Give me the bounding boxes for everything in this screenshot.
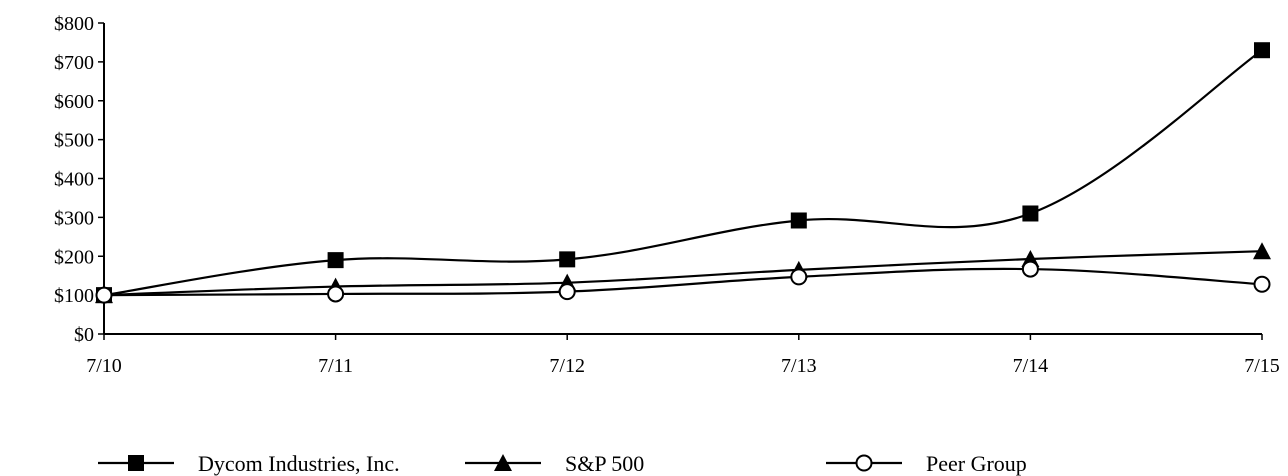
data-point-series-1 [1253, 242, 1271, 260]
legend-marker-0 [128, 455, 144, 471]
legend-label: Dycom Industries, Inc. [198, 451, 400, 476]
series-line-1 [103, 250, 1263, 297]
data-point-series-0 [559, 251, 576, 268]
data-point-series-2 [1021, 260, 1039, 278]
data-point-series-2 [1253, 275, 1271, 293]
y-tick-label: $600 [54, 91, 94, 113]
data-point-series-2 [95, 286, 113, 304]
y-tick-label: $0 [74, 324, 94, 346]
x-tick-label: 7/13 [781, 355, 817, 377]
data-point-series-0 [790, 212, 807, 229]
legend-marker-2 [855, 454, 873, 472]
data-point-series-2 [790, 268, 808, 286]
y-tick-label: $500 [54, 130, 94, 152]
x-tick-label: 7/11 [318, 355, 353, 377]
data-point-series-2 [327, 285, 345, 303]
x-tick-label: 7/12 [549, 355, 585, 377]
data-point-series-2 [558, 283, 576, 301]
legend-label: S&P 500 [565, 451, 644, 476]
legend-label: Peer Group [926, 451, 1027, 476]
series-line-2 [103, 267, 1263, 297]
legend-marker-1 [494, 454, 512, 471]
y-tick-label: $300 [54, 207, 94, 229]
y-tick-label: $700 [54, 52, 94, 74]
data-point-series-0 [1254, 42, 1270, 59]
y-tick-label: $100 [54, 285, 94, 307]
x-tick-label: 7/10 [86, 355, 122, 377]
series-line-0 [103, 49, 1263, 297]
x-tick-label: 7/15 [1244, 355, 1280, 377]
data-point-series-0 [327, 252, 344, 269]
y-tick-label: $200 [54, 246, 94, 268]
y-tick-label: $800 [54, 13, 94, 35]
x-tick-label: 7/14 [1013, 355, 1049, 377]
y-tick-label: $400 [54, 169, 94, 191]
data-point-series-0 [1022, 205, 1039, 222]
